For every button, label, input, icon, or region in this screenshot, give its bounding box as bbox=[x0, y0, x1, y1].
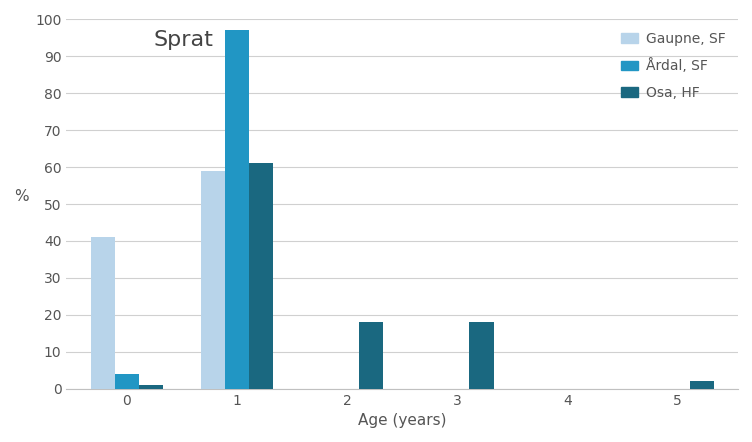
Bar bbox=[359, 322, 384, 389]
Bar bbox=[201, 171, 225, 389]
Bar bbox=[115, 374, 139, 389]
Bar bbox=[225, 30, 249, 389]
Legend: Gaupne, SF, Årdal, SF, Osa, HF: Gaupne, SF, Årdal, SF, Osa, HF bbox=[615, 27, 731, 105]
Bar bbox=[690, 381, 714, 389]
X-axis label: Age (years): Age (years) bbox=[358, 413, 447, 428]
Bar bbox=[469, 322, 493, 389]
Bar bbox=[139, 385, 163, 389]
Bar bbox=[249, 164, 274, 389]
Bar bbox=[90, 237, 115, 389]
Y-axis label: %: % bbox=[14, 189, 29, 204]
Text: Sprat: Sprat bbox=[153, 30, 214, 50]
